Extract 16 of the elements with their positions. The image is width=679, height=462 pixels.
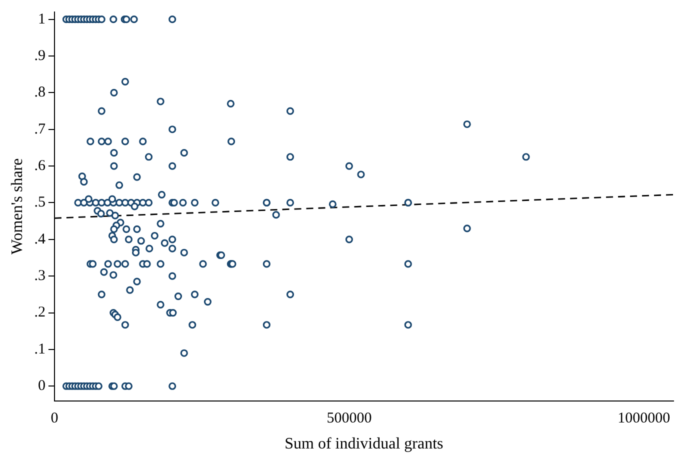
y-tick-label: 1 — [38, 11, 46, 28]
y-tick-label: .2 — [34, 304, 46, 321]
y-tick-label: .6 — [34, 158, 46, 174]
y-tick-label: .4 — [34, 231, 46, 248]
y-tick-label: .5 — [34, 194, 46, 211]
y-tick-label: .1 — [34, 341, 46, 358]
y-tick-label: 0 — [38, 378, 46, 394]
x-tick-label: 500000 — [326, 410, 372, 427]
y-tick-label: .8 — [34, 84, 46, 101]
x-axis-title: Sum of individual grants — [284, 436, 444, 453]
y-tick-label: .7 — [34, 121, 46, 138]
x-tick-label: 0 — [50, 410, 58, 427]
y-tick-label: .3 — [34, 268, 46, 284]
x-tick-label: 1000000 — [618, 410, 670, 427]
y-tick-label: .9 — [34, 48, 46, 64]
y-axis-title: Women's share — [8, 158, 26, 255]
